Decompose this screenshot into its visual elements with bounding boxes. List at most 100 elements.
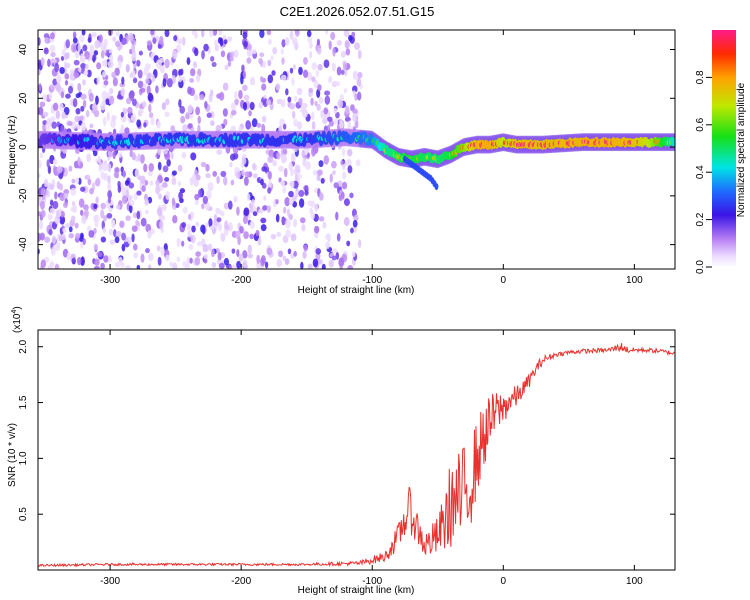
heatmap-cell <box>203 254 209 260</box>
heatmap-cell <box>352 219 358 228</box>
heatmap-cell <box>314 203 319 212</box>
heatmap-cell <box>114 67 120 76</box>
heatmap-cell <box>245 120 252 130</box>
heatmap-cell <box>204 201 210 211</box>
heatmap-cell <box>132 98 137 107</box>
heatmap-cell <box>335 251 340 260</box>
heatmap-cell <box>108 48 113 54</box>
heatmap-cell <box>246 48 253 57</box>
heatmap-cell <box>64 62 71 69</box>
heatmap-cell <box>281 39 286 48</box>
heatmap-cell <box>300 108 306 114</box>
heatmap-cell <box>149 180 154 186</box>
heatmap-cell <box>242 259 248 269</box>
heatmap-cell <box>182 36 186 47</box>
heatmap-cell <box>242 70 247 80</box>
heatmap-cell <box>73 59 80 66</box>
heatmap-cell <box>216 175 220 184</box>
heatmap-cell <box>142 101 147 108</box>
heatmap-cell <box>330 31 336 41</box>
heatmap-cell <box>298 97 303 106</box>
heatmap-cell <box>49 207 56 215</box>
y-tick-label: 2.0 <box>18 339 29 353</box>
heatmap-cell <box>249 220 255 230</box>
heatmap-cell <box>288 197 294 206</box>
y-tick-label: 0.5 <box>18 507 29 521</box>
heatmap-cell <box>69 69 75 75</box>
heatmap-cell <box>38 83 42 92</box>
heatmap-cell <box>40 209 46 218</box>
heatmap-cell <box>72 98 78 108</box>
heatmap-cell <box>309 41 313 49</box>
heatmap-cell <box>48 229 53 236</box>
heatmap-cell <box>202 195 208 205</box>
heatmap-cell <box>282 255 287 262</box>
heatmap-cell <box>38 37 41 46</box>
heatmap-cell <box>59 66 65 74</box>
heatmap-cell <box>201 203 205 210</box>
heatmap-cell <box>322 117 328 124</box>
heatmap-cell <box>275 199 279 205</box>
heatmap-cell <box>193 47 199 57</box>
heatmap-cell <box>186 57 191 66</box>
heatmap-cell <box>150 117 155 126</box>
heatmap-cell <box>271 70 276 76</box>
y-tick-label: 1.0 <box>18 451 29 465</box>
heatmap-cell <box>152 37 157 44</box>
heatmap-cell <box>272 159 277 167</box>
heatmap-cell <box>292 64 297 70</box>
heatmap-cell <box>176 237 181 247</box>
heatmap-cell <box>354 93 358 101</box>
heatmap-cell <box>320 177 325 184</box>
heatmap-cell <box>162 165 169 173</box>
heatmap-cell <box>59 215 66 225</box>
heatmap-cell <box>311 121 316 130</box>
heatmap-cell <box>131 47 136 56</box>
colorbar-tick-label: 0.0 <box>695 260 706 274</box>
heatmap-cell <box>114 236 120 244</box>
heatmap-cell <box>165 98 170 106</box>
heatmap-cell <box>47 265 52 269</box>
heatmap-cell <box>316 38 321 46</box>
heatmap-cell <box>252 211 258 217</box>
heatmap-cell <box>115 230 122 238</box>
heatmap-cell <box>131 53 137 62</box>
heatmap-cell <box>248 110 252 117</box>
heatmap-cell <box>92 102 98 112</box>
heatmap-cell <box>64 80 69 86</box>
heatmap-cell <box>108 228 114 236</box>
heatmap-cell <box>241 156 247 165</box>
heatmap-cell <box>214 44 219 52</box>
heatmap-cell <box>302 69 309 78</box>
heatmap-cell <box>203 43 209 52</box>
heatmap-cell <box>45 189 51 198</box>
heatmap-cell <box>249 207 254 214</box>
heatmap-cell <box>321 263 326 269</box>
heatmap-cell <box>292 37 298 46</box>
heatmap-cell <box>165 190 170 200</box>
heatmap-cell <box>52 200 59 210</box>
heatmap-cell <box>100 50 105 59</box>
heatmap-cell <box>318 216 325 222</box>
heatmap-cell <box>102 59 108 67</box>
x-tick-label: -200 <box>231 576 251 587</box>
heatmap-cell <box>172 214 178 224</box>
heatmap-cell <box>120 124 125 134</box>
heatmap-cell <box>50 116 56 122</box>
heatmap-cell <box>324 30 329 35</box>
heatmap-cell <box>357 49 362 60</box>
heatmap-cell <box>311 76 316 83</box>
heatmap-cell <box>160 246 165 256</box>
heatmap-cell <box>119 220 125 229</box>
heatmap-cell <box>231 248 236 254</box>
heatmap-cell <box>139 154 145 164</box>
heatmap-cell <box>186 256 191 267</box>
heatmap-cell <box>328 40 332 50</box>
heatmap-cell <box>146 85 151 95</box>
heatmap-cell <box>179 105 186 114</box>
heatmap-cell <box>131 233 135 243</box>
heatmap-cell <box>325 241 331 250</box>
heatmap-cell <box>49 44 56 53</box>
heatmap-cell <box>164 58 170 69</box>
heatmap-cell <box>308 87 314 94</box>
